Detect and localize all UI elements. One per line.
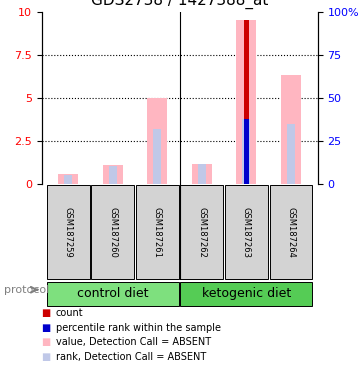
Text: rank, Detection Call = ABSENT: rank, Detection Call = ABSENT	[56, 352, 206, 362]
Text: control diet: control diet	[77, 287, 148, 300]
Text: value, Detection Call = ABSENT: value, Detection Call = ABSENT	[56, 337, 211, 347]
Bar	[103, 165, 123, 184]
FancyBboxPatch shape	[270, 185, 312, 280]
Bar	[147, 98, 168, 184]
Bar	[192, 164, 212, 184]
Text: percentile rank within the sample: percentile rank within the sample	[56, 323, 221, 333]
FancyBboxPatch shape	[225, 185, 268, 280]
FancyBboxPatch shape	[136, 185, 179, 280]
FancyBboxPatch shape	[180, 282, 312, 306]
Text: protocol: protocol	[4, 285, 49, 295]
Text: GSM187262: GSM187262	[197, 207, 206, 258]
Text: ■: ■	[42, 308, 51, 318]
Bar	[281, 76, 301, 184]
FancyBboxPatch shape	[47, 282, 179, 306]
FancyBboxPatch shape	[47, 185, 90, 280]
Bar	[244, 119, 249, 184]
Bar	[236, 20, 256, 184]
Title: GDS2738 / 1427388_at: GDS2738 / 1427388_at	[91, 0, 268, 9]
Bar	[244, 20, 249, 184]
Text: count: count	[56, 308, 84, 318]
Text: ■: ■	[42, 352, 51, 362]
Bar	[109, 166, 117, 184]
Text: ■: ■	[42, 337, 51, 347]
Bar	[58, 174, 78, 184]
Text: GSM187261: GSM187261	[153, 207, 162, 258]
Bar	[198, 164, 206, 184]
Text: GSM187263: GSM187263	[242, 207, 251, 258]
Text: ketogenic diet: ketogenic diet	[202, 287, 291, 300]
Bar	[242, 119, 251, 184]
Bar	[64, 175, 72, 184]
FancyBboxPatch shape	[91, 185, 134, 280]
Text: ■: ■	[42, 323, 51, 333]
Text: GSM187260: GSM187260	[108, 207, 117, 258]
FancyBboxPatch shape	[180, 185, 223, 280]
Bar	[153, 129, 161, 184]
Text: GSM187264: GSM187264	[287, 207, 295, 258]
Text: GSM187259: GSM187259	[64, 207, 73, 258]
Bar	[287, 124, 295, 184]
